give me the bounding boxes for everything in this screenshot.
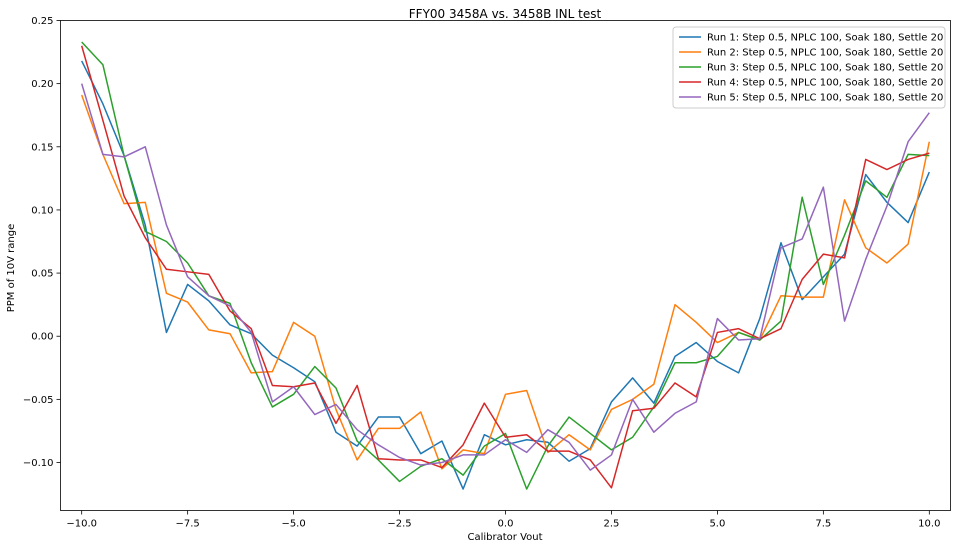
- x-axis-label: Calibrator Vout: [467, 532, 542, 543]
- series-line-run-1: [81, 60, 931, 490]
- y-tick-label: −0.10: [23, 458, 54, 469]
- series-line-run-4: [80, 45, 930, 489]
- y-axis: −0.10 −0.05 0.00 0.05 0.10 0.15 0.20 0.25: [23, 16, 61, 469]
- x-axis: −10.0 −7.5 −5.0 −2.5 0.0 2.5 5.0 7.5 10.0: [66, 510, 940, 530]
- y-tick-label: 0.00: [31, 332, 53, 343]
- x-tick-label: −5.0: [281, 519, 305, 530]
- y-tick-label: −0.05: [23, 395, 54, 406]
- y-tick-label: 0.25: [31, 16, 53, 27]
- x-tick-label: −10.0: [66, 519, 97, 530]
- legend-label-run-3: Run 3: Step 0.5, NPLC 100, Soak 180, Set…: [707, 63, 943, 74]
- y-tick-label: 0.05: [31, 269, 53, 280]
- x-tick-label: −7.5: [175, 519, 199, 530]
- legend-label-run-4: Run 4: Step 0.5, NPLC 100, Soak 180, Set…: [707, 78, 943, 89]
- x-tick-label: −2.5: [387, 519, 411, 530]
- legend: Run 1: Step 0.5, NPLC 100, Soak 180, Set…: [672, 26, 946, 109]
- x-tick-label: 7.5: [815, 519, 831, 530]
- series-lines: [80, 41, 931, 490]
- legend-box: [672, 26, 946, 109]
- legend-label-run-2: Run 2: Step 0.5, NPLC 100, Soak 180, Set…: [707, 48, 943, 59]
- y-tick-label: 0.10: [31, 205, 53, 216]
- x-tick-label: 5.0: [709, 519, 725, 530]
- chart-title: FFY00 3458A vs. 3458B INL test: [409, 7, 602, 21]
- series-line-run-5: [80, 83, 930, 471]
- x-tick-label: 2.5: [603, 519, 619, 530]
- plot-area: −10.0 −7.5 −5.0 −2.5 0.0 2.5 5.0 7.5 10.0 −0.10−…: [23, 16, 951, 530]
- series-line-run-3: [81, 41, 930, 490]
- x-tick-label: 10.0: [918, 519, 940, 530]
- x-tick-label: 0.0: [498, 519, 514, 530]
- y-axis-label: PPM of 10V range: [6, 224, 17, 313]
- y-tick-label: 0.20: [31, 79, 53, 90]
- y-tick-label: 0.15: [31, 142, 53, 153]
- series-line-run-2: [80, 94, 931, 470]
- legend-label-run-1: Run 1: Step 0.5, NPLC 100, Soak 180, Set…: [707, 33, 943, 44]
- legend-label-run-5: Run 5: Step 0.5, NPLC 100, Soak 180, Set…: [707, 93, 943, 104]
